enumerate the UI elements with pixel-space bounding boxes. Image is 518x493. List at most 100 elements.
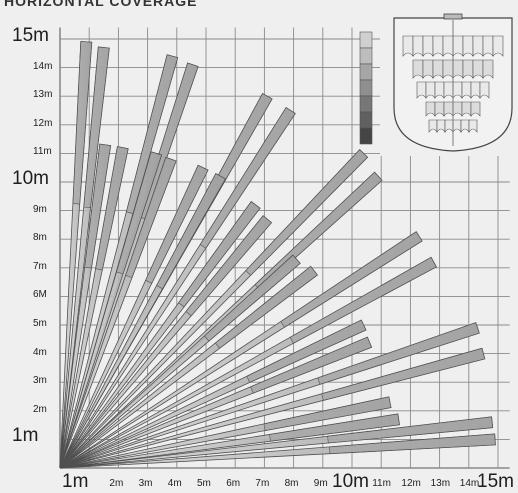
x-tick-label: 6m (226, 478, 241, 489)
beam-far-zone (83, 46, 110, 209)
beam-far-zone (214, 265, 318, 349)
beam-8 (59, 156, 177, 469)
inset-lobe (412, 35, 424, 57)
inset-lobe (472, 59, 484, 79)
y-tick-label: 4m (33, 346, 47, 358)
beam-far-zone (289, 256, 437, 344)
inset-lobe (482, 59, 494, 79)
inset-lobe (452, 35, 464, 57)
coverage-inset (359, 8, 514, 156)
y-tick-label: 2m (33, 403, 47, 415)
y-tick-label: 14m (33, 60, 53, 72)
inset-lobe (432, 59, 444, 79)
beam-far-zone (126, 54, 179, 214)
x-tick-label: 2m (109, 478, 124, 489)
beam-far-zone (199, 107, 296, 249)
x-tick-label: 8m (284, 478, 299, 489)
x-tick-label: 5m (197, 478, 211, 489)
beam-far-zone (178, 201, 261, 308)
x-tick-label-major: 1m (62, 471, 89, 492)
legend-swatch (359, 111, 373, 129)
y-tick-label: 6M (33, 289, 47, 301)
legend-swatch (359, 31, 373, 49)
beams (59, 41, 496, 469)
beam-far-zone (84, 143, 112, 269)
beam-7 (59, 151, 163, 469)
beam-4 (59, 146, 129, 469)
y-tick-label: 5m (33, 318, 47, 329)
beam-10 (59, 106, 296, 469)
beam-26 (59, 413, 400, 469)
x-tick-label-major: 10m (332, 471, 369, 492)
beam-far-zone (145, 164, 209, 284)
inset-lobe (482, 35, 494, 57)
beam-far-zone (269, 413, 400, 442)
inset-lobe (462, 59, 474, 79)
inset-lobe (402, 35, 414, 57)
beam-far-zone (203, 254, 301, 342)
beam-1 (59, 41, 93, 469)
inset-sensor (443, 13, 463, 20)
inset-lobe (470, 101, 481, 117)
inset-lobes (402, 35, 504, 133)
inset-lobe (422, 59, 434, 79)
beam-12 (59, 173, 226, 469)
beam-far-zone (125, 156, 177, 278)
beam-far-zone (250, 336, 372, 394)
title: HORIZONTAL COVERAGE (4, 0, 198, 9)
x-tick-label: 4m (167, 478, 182, 489)
beam-far-zone (263, 396, 392, 431)
y-tick-label: 8m (33, 232, 47, 244)
beam-21 (59, 319, 367, 469)
beam-far-zone (72, 41, 93, 205)
beam-24 (59, 347, 486, 469)
inset-lobe (412, 59, 424, 79)
inset-lobe (432, 35, 444, 57)
inset-lobe (462, 35, 474, 57)
x-tick-label: 12m (401, 478, 421, 489)
y-tick-label-major: 10m (12, 168, 49, 189)
beam-20 (59, 256, 437, 469)
beam-23 (59, 322, 480, 469)
beam-far-zone (327, 416, 494, 444)
inset-lobe (442, 35, 454, 57)
beam-far-zone (95, 146, 129, 271)
x-tick-label: 13m (430, 478, 451, 489)
beam-17 (59, 254, 301, 469)
legend-swatch (359, 47, 373, 65)
y-tick-label: 7m (33, 260, 47, 272)
inset-lobe (468, 119, 478, 133)
legend-swatch (359, 95, 373, 113)
y-tick-label: 9m (33, 203, 47, 215)
inset-lobe (472, 35, 484, 57)
inset-lobe (442, 59, 454, 79)
beam-2 (59, 46, 110, 469)
y-tick-label-major: 1m (12, 425, 39, 447)
beam-19 (59, 231, 423, 469)
y-tick-label: 11m (33, 146, 52, 158)
beam-27 (59, 416, 494, 469)
beam-far-zone (245, 149, 369, 276)
beam-far-zone (280, 231, 423, 328)
legend-swatch (359, 63, 373, 81)
inset-lobe (492, 35, 504, 57)
x-tick-label: 14m (459, 478, 480, 489)
beam-far-zone (329, 433, 496, 455)
beam-14 (59, 215, 273, 469)
y-tick-label: 13m (33, 89, 53, 101)
beam-28 (59, 433, 496, 469)
y-tick-label: 12m (33, 117, 53, 129)
beam-22 (59, 336, 373, 469)
x-tick-label: 7m (255, 478, 270, 489)
legend-swatch (359, 127, 373, 145)
legend-swatch (359, 79, 373, 97)
beam-far-zone (156, 173, 226, 290)
beam-far-zone (321, 347, 486, 401)
x-tick-label: 11m (372, 478, 391, 489)
x-tick-label: 3m (138, 478, 153, 489)
beam-13 (59, 201, 261, 469)
x-tick-label-major: 15m (477, 471, 514, 492)
inset-lobe (422, 35, 434, 57)
beam-18 (59, 265, 318, 469)
